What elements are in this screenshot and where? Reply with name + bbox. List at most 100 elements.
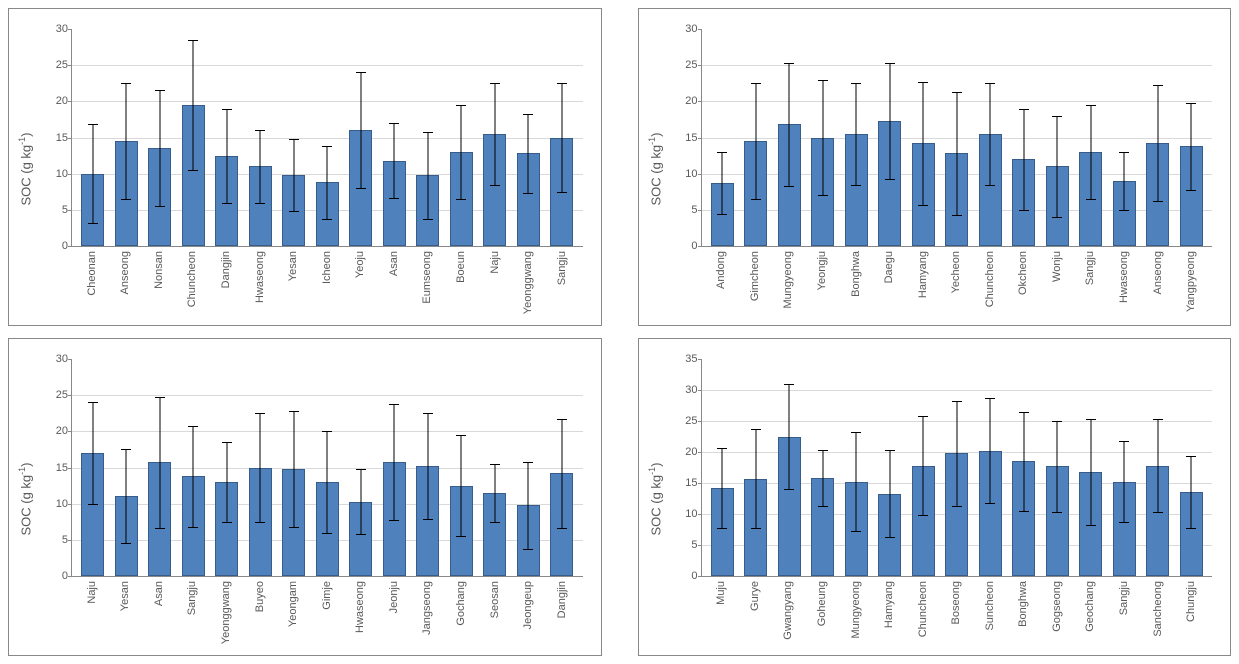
xlabel-slot: Jeongeup bbox=[511, 577, 545, 645]
plot-area: 051015202530 bbox=[71, 29, 583, 247]
error-cap-bottom bbox=[155, 206, 165, 207]
error-cap-top bbox=[784, 63, 794, 64]
bar-slot bbox=[1074, 359, 1108, 576]
bar-slot bbox=[974, 359, 1008, 576]
error-cap-top bbox=[1019, 412, 1029, 413]
xlabel: Hwaseong bbox=[354, 581, 366, 633]
xlabel-slot: Yeongju bbox=[805, 247, 839, 315]
ytick-label: 15 bbox=[56, 462, 72, 474]
error-bar bbox=[990, 83, 991, 184]
error-cap-top bbox=[523, 462, 533, 463]
error-bar bbox=[92, 124, 93, 222]
xlabel-slot: Hamyang bbox=[872, 577, 906, 645]
panel-top-left: SOC (g kg-1) 051015202530 CheonanAnseong… bbox=[8, 8, 602, 326]
bar-slot bbox=[76, 29, 110, 246]
error-bar bbox=[1023, 109, 1024, 210]
bar-slot bbox=[1074, 29, 1108, 246]
xlabel: Okcheon bbox=[1017, 251, 1029, 295]
error-bar bbox=[193, 40, 194, 170]
bar-slot bbox=[1007, 359, 1041, 576]
chart-wrap: SOC (g kg-1) 05101520253035 MujuGuryeGwa… bbox=[649, 353, 1221, 645]
bar-slot bbox=[210, 29, 244, 246]
error-cap-bottom bbox=[557, 528, 567, 529]
error-cap-bottom bbox=[1119, 210, 1129, 211]
bar-slot bbox=[311, 29, 345, 246]
xlabel: Bonghwa bbox=[850, 251, 862, 297]
ytick-label: 5 bbox=[691, 539, 701, 551]
error-cap-bottom bbox=[885, 179, 895, 180]
error-cap-top bbox=[1186, 456, 1196, 457]
bar-slot bbox=[244, 359, 278, 576]
error-cap-top bbox=[255, 130, 265, 131]
xlabel-slot: Gochang bbox=[444, 577, 478, 645]
bar-slot bbox=[311, 359, 345, 576]
error-cap-bottom bbox=[1186, 528, 1196, 529]
bar-slot bbox=[1041, 359, 1075, 576]
bar-slot bbox=[1007, 29, 1041, 246]
bar-slot bbox=[806, 359, 840, 576]
xlabel-slot: Boeun bbox=[444, 247, 478, 315]
ytick-label: 15 bbox=[56, 132, 72, 144]
xlabel-slot: Cheonan bbox=[75, 247, 109, 315]
error-bar bbox=[1157, 85, 1158, 201]
error-cap-bottom bbox=[1086, 525, 1096, 526]
error-bar bbox=[394, 123, 395, 198]
error-bar bbox=[126, 449, 127, 543]
x-labels: CheonanAnseongNonsanChuncheonDangjinHwas… bbox=[71, 247, 583, 315]
error-cap-bottom bbox=[389, 198, 399, 199]
error-cap-top bbox=[557, 419, 567, 420]
error-bar bbox=[528, 462, 529, 549]
bar-slot bbox=[411, 359, 445, 576]
error-cap-bottom bbox=[423, 219, 433, 220]
error-cap-bottom bbox=[918, 515, 928, 516]
error-cap-bottom bbox=[717, 528, 727, 529]
xlabel-slot: Eumseong bbox=[411, 247, 445, 315]
xlabel-slot: Seosan bbox=[478, 577, 512, 645]
error-cap-bottom bbox=[784, 489, 794, 490]
error-cap-top bbox=[1086, 419, 1096, 420]
error-cap-bottom bbox=[952, 506, 962, 507]
xlabel-slot: Bonghwa bbox=[839, 247, 873, 315]
error-bar bbox=[561, 419, 562, 528]
plot: 051015202530 AndongGimcheonMungyeongYeon… bbox=[701, 29, 1213, 315]
xlabel-slot: Muju bbox=[705, 577, 739, 645]
error-cap-bottom bbox=[1186, 190, 1196, 191]
bar-slot bbox=[344, 29, 378, 246]
xlabel: Goheung bbox=[816, 581, 828, 626]
error-cap-bottom bbox=[490, 522, 500, 523]
error-bar bbox=[461, 435, 462, 536]
xlabel: Seosan bbox=[489, 581, 501, 618]
xlabel: Chuncheon bbox=[984, 251, 996, 307]
xlabel: Sangju bbox=[1084, 251, 1096, 285]
error-cap-bottom bbox=[1153, 512, 1163, 513]
xlabel: Yeonggwang bbox=[220, 581, 232, 644]
error-cap-bottom bbox=[523, 549, 533, 550]
error-bar bbox=[260, 413, 261, 522]
bar-slot bbox=[940, 29, 974, 246]
error-cap-bottom bbox=[751, 528, 761, 529]
error-cap-bottom bbox=[1086, 199, 1096, 200]
x-labels: MujuGuryeGwangyangGoheungMungyeongHamyan… bbox=[701, 577, 1213, 645]
error-bar bbox=[856, 83, 857, 184]
error-bar bbox=[226, 109, 227, 203]
xlabel: Mungyeong bbox=[782, 251, 794, 309]
error-cap-bottom bbox=[1019, 511, 1029, 512]
error-cap-top bbox=[851, 83, 861, 84]
xlabel: Dangjin bbox=[556, 581, 568, 618]
error-bar bbox=[494, 83, 495, 184]
bar-slot bbox=[873, 29, 907, 246]
bar-slot bbox=[76, 359, 110, 576]
plot-area: 051015202530 bbox=[71, 359, 583, 577]
xlabel: Yeongam bbox=[287, 581, 299, 627]
error-bar bbox=[722, 448, 723, 529]
error-cap-bottom bbox=[88, 223, 98, 224]
ytick-label: 30 bbox=[685, 23, 701, 35]
bar-slot bbox=[277, 29, 311, 246]
xlabel-slot: Dangjin bbox=[545, 577, 579, 645]
error-cap-top bbox=[751, 83, 761, 84]
bar-slot bbox=[545, 359, 579, 576]
xlabel-slot: Asan bbox=[142, 577, 176, 645]
error-cap-top bbox=[356, 469, 366, 470]
error-cap-bottom bbox=[557, 192, 567, 193]
error-cap-top bbox=[322, 431, 332, 432]
